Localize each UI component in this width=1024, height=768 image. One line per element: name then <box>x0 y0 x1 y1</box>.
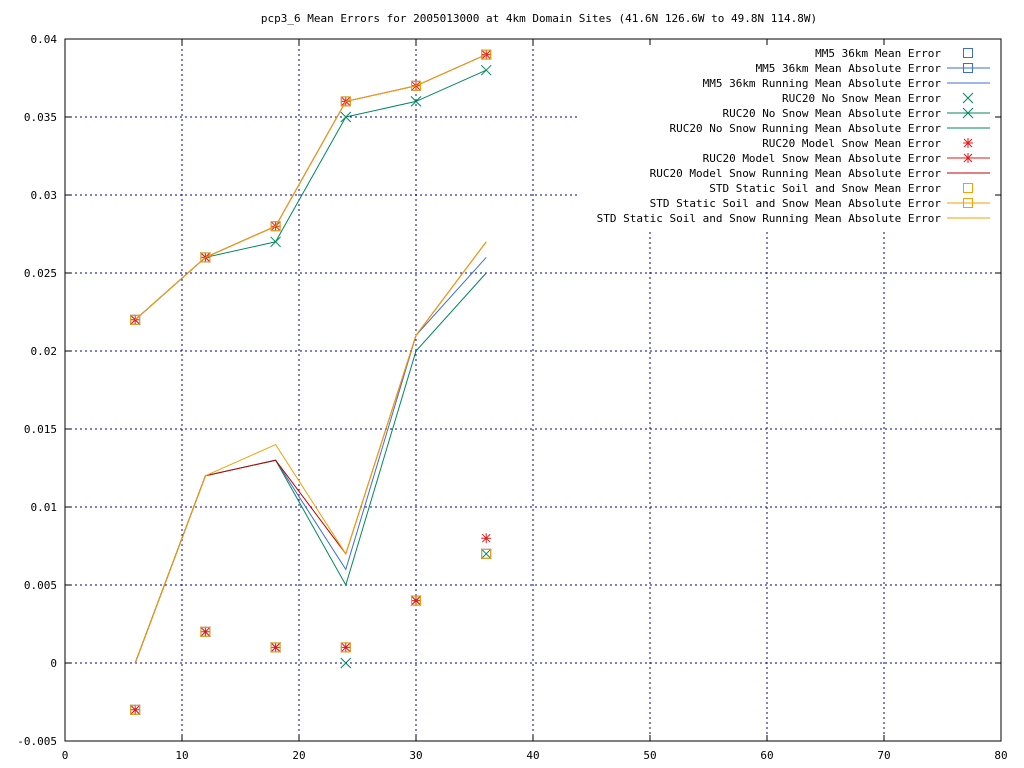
x-tick-label: 20 <box>292 749 305 762</box>
star-marker <box>481 533 492 544</box>
square-marker <box>963 183 973 193</box>
series <box>130 533 492 715</box>
x-marker <box>340 111 352 123</box>
series <box>130 548 492 715</box>
series-line <box>134 272 487 664</box>
legend-label: RUC20 No Snow Mean Absolute Error <box>722 107 941 120</box>
y-tick-label: 0.005 <box>24 579 57 592</box>
square-marker <box>411 80 421 91</box>
x-marker <box>962 107 974 119</box>
series-line <box>134 241 487 664</box>
series <box>129 548 492 716</box>
square-marker <box>340 96 351 107</box>
x-tick-label: 30 <box>409 749 422 762</box>
series <box>130 49 492 325</box>
x-tick-label: 10 <box>175 749 188 762</box>
square-marker <box>130 314 141 325</box>
legend-label: MM5 36km Running Mean Absolute Error <box>703 77 942 90</box>
legend-label: RUC20 Model Snow Mean Absolute Error <box>703 152 942 165</box>
star-marker <box>270 642 281 653</box>
series-line <box>134 257 487 664</box>
legend-label: RUC20 No Snow Running Mean Absolute Erro… <box>669 122 941 135</box>
legend-label: MM5 36km Mean Absolute Error <box>756 62 942 75</box>
grid <box>65 39 1001 741</box>
legend: MM5 36km Mean Error MM5 36km Mean Absolut… <box>597 47 990 225</box>
series <box>130 49 492 325</box>
axis-ticks: 0 10 20 30 40 50 60 70 80 -0.005 0 0.005 0.01 0.015 0.… <box>17 33 1007 762</box>
x-marker <box>270 236 281 248</box>
x-tick-label: 60 <box>760 749 773 762</box>
x-marker <box>480 64 492 76</box>
x-marker <box>340 657 352 669</box>
x-marker <box>410 96 422 107</box>
x-tick-label: 80 <box>994 749 1007 762</box>
chart-title: pcp3_6 Mean Errors for 2005013000 at 4km… <box>261 12 817 25</box>
y-tick-label: 0.02 <box>31 345 58 358</box>
legend-label: STD Static Soil and Snow Mean Absolute E… <box>650 197 942 210</box>
star-marker <box>130 704 141 715</box>
x-tick-label: 50 <box>643 749 656 762</box>
x-tick-label: 40 <box>526 749 539 762</box>
series-line <box>134 241 487 664</box>
y-tick-label: 0.04 <box>31 33 58 46</box>
y-tick-label: -0.005 <box>17 735 57 748</box>
square-marker <box>270 642 281 653</box>
series-layer <box>129 49 492 716</box>
y-tick-label: 0.01 <box>31 501 58 514</box>
x-tick-label: 70 <box>877 749 890 762</box>
series <box>134 241 487 664</box>
y-tick-label: 0.015 <box>24 423 57 436</box>
series-line <box>134 54 487 321</box>
star-marker <box>963 153 973 163</box>
star-marker <box>200 626 211 637</box>
star-marker <box>340 642 351 653</box>
square-marker <box>481 548 492 559</box>
x-marker <box>962 92 974 104</box>
star-marker <box>411 595 421 606</box>
x-tick-label: 0 <box>62 749 69 762</box>
series <box>130 548 492 715</box>
legend-label: RUC20 No Snow Mean Error <box>782 92 941 105</box>
square-marker <box>200 252 211 263</box>
y-tick-label: 0 <box>50 657 57 670</box>
y-tick-label: 0.025 <box>24 267 57 280</box>
y-tick-label: 0.035 <box>24 111 57 124</box>
series <box>134 272 487 664</box>
legend-label: STD Static Soil and Snow Running Mean Ab… <box>597 212 942 225</box>
square-marker <box>963 198 973 208</box>
legend-label: RUC20 Model Snow Mean Error <box>762 137 941 150</box>
square-marker <box>200 626 211 637</box>
series <box>134 257 487 664</box>
square-marker <box>481 49 492 60</box>
square-marker <box>270 221 281 232</box>
legend-label: RUC20 Model Snow Running Mean Absolute E… <box>650 167 942 180</box>
star-marker <box>963 138 973 148</box>
square-marker <box>130 704 141 715</box>
series-line <box>134 54 487 321</box>
series <box>134 241 487 664</box>
square-marker <box>963 63 973 73</box>
square-marker <box>963 48 973 58</box>
square-marker <box>340 642 351 653</box>
series-line <box>134 54 487 321</box>
y-tick-label: 0.03 <box>31 189 58 202</box>
x-marker <box>480 548 492 560</box>
series <box>130 49 492 325</box>
square-marker <box>411 595 421 606</box>
legend-label: STD Static Soil and Snow Mean Error <box>709 182 941 195</box>
legend-label: MM5 36km Mean Error <box>815 47 941 60</box>
